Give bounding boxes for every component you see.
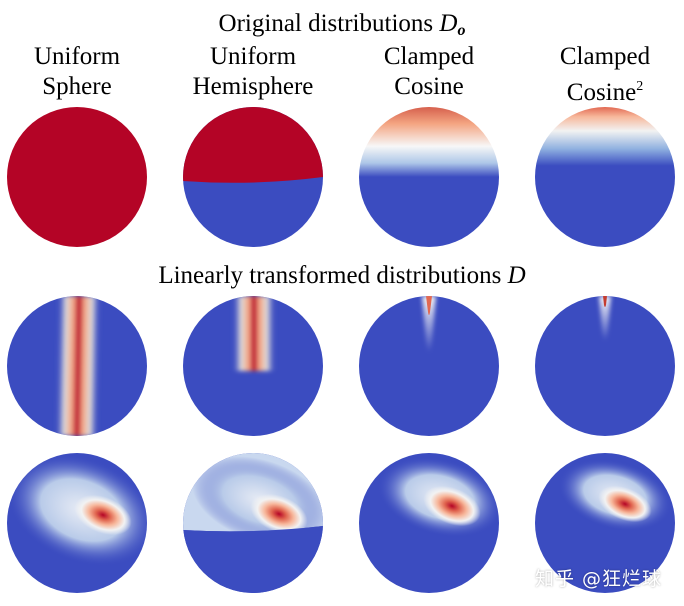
column-label-line1: Uniform	[209, 43, 297, 70]
column-label-uniform-sphere: Uniform Sphere	[0, 42, 162, 102]
column-label-clamped-cosine-squared: Clamped Cosine2	[520, 42, 684, 108]
sphere-transformed-uniform-sphere-blob	[7, 453, 147, 593]
sphere-transformed-clamped-cosine-squared	[535, 296, 675, 436]
transformed-title-symbol: D	[507, 262, 526, 289]
sphere-transformed-uniform-hemisphere	[183, 296, 323, 436]
column-label-line2: Cosine	[566, 79, 637, 106]
sphere-clamped-cosine	[359, 107, 499, 247]
sphere-uniform-sphere	[7, 107, 147, 247]
original-title-subscript: o	[457, 22, 466, 39]
sphere-clamped-cosine-squared	[535, 107, 675, 247]
column-label-line2: Sphere	[42, 73, 112, 100]
column-label-line2: Hemisphere	[192, 73, 314, 100]
sphere-transformed-clamped-cosine	[359, 296, 499, 436]
column-label-line1: Clamped	[383, 43, 475, 70]
watermark-text: 知乎 @狂烂球	[535, 568, 663, 590]
column-label-clamped-cosine: Clamped Cosine	[344, 42, 514, 102]
sphere-transformed-uniform-hemisphere-blob	[183, 453, 323, 593]
column-label-line1: Uniform	[33, 43, 121, 70]
column-label-superscript: 2	[636, 79, 644, 94]
sphere-uniform-hemisphere	[183, 107, 323, 247]
sphere-transformed-clamped-cosine-blob	[359, 453, 499, 593]
transformed-distributions-title: Linearly transformed distributions D	[0, 262, 684, 290]
column-label-uniform-hemisphere: Uniform Hemisphere	[168, 42, 338, 102]
column-label-line1: Clamped	[559, 43, 651, 70]
column-label-line2: Cosine	[394, 73, 464, 100]
sphere-transformed-uniform-sphere	[7, 296, 147, 436]
sphere-transformed-clamped-cosine-squared-blob	[535, 453, 675, 593]
original-title-text: Original distributions	[218, 10, 440, 37]
original-distributions-title: Original distributions Do	[0, 10, 684, 45]
transformed-title-text: Linearly transformed distributions	[158, 262, 508, 289]
original-title-symbol: D	[439, 10, 458, 37]
